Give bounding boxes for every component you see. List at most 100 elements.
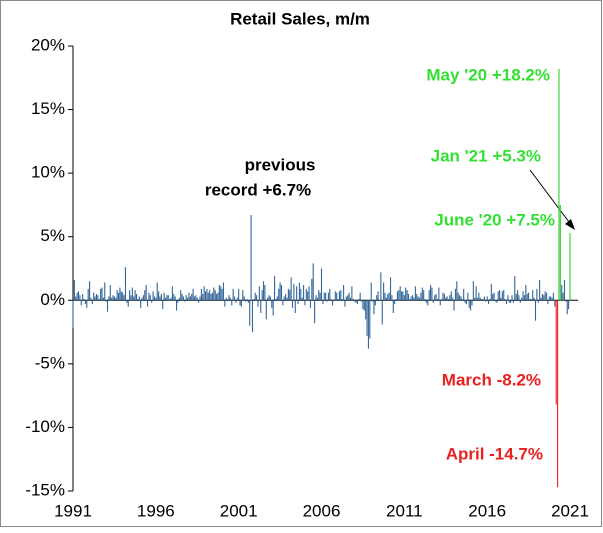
bar	[135, 293, 138, 301]
x-tick-label: 2016	[468, 501, 506, 520]
annotation: previous	[245, 155, 316, 174]
x-tick-label: 1996	[137, 501, 175, 520]
bar	[485, 300, 487, 302]
bar	[387, 293, 389, 301]
bar	[184, 300, 186, 302]
bar	[275, 299, 277, 301]
bar	[383, 282, 385, 301]
bar	[291, 300, 294, 308]
bar	[113, 296, 115, 301]
annotation: May '20 +18.2%	[426, 65, 550, 84]
bar	[308, 286, 310, 301]
bar	[323, 292, 325, 301]
annotation: April -14.7%	[446, 444, 543, 463]
bar	[412, 295, 414, 301]
bar	[129, 290, 131, 301]
bar	[251, 300, 254, 333]
bar	[421, 287, 423, 301]
bar	[547, 300, 549, 305]
bar	[289, 290, 291, 301]
bar	[144, 290, 146, 301]
bar	[493, 292, 495, 301]
bar	[337, 299, 339, 301]
bar	[249, 300, 251, 326]
bar	[405, 287, 407, 301]
bar	[318, 290, 320, 301]
bar	[145, 285, 147, 301]
bar	[106, 300, 109, 312]
y-tick-label: 20%	[31, 35, 65, 54]
bar	[406, 290, 408, 301]
arrow-line	[529, 169, 573, 227]
bar	[464, 300, 466, 303]
bar	[253, 299, 255, 301]
bar	[127, 300, 129, 307]
bar	[254, 292, 256, 301]
bar	[465, 300, 468, 305]
bar	[463, 288, 465, 301]
bar	[471, 300, 473, 306]
bar	[207, 292, 209, 301]
bar	[450, 291, 452, 301]
bar	[338, 291, 340, 301]
bar	[439, 300, 441, 306]
bar	[189, 296, 191, 301]
bar	[399, 286, 401, 301]
bar	[417, 296, 419, 301]
bar	[489, 299, 491, 301]
bar	[296, 286, 298, 301]
bar	[181, 293, 183, 301]
bar	[149, 295, 151, 301]
bar	[152, 291, 154, 301]
bar	[394, 300, 396, 305]
bar	[204, 291, 207, 301]
bar	[198, 300, 200, 303]
bar	[401, 291, 403, 301]
bar	[90, 297, 92, 301]
bar	[278, 288, 280, 301]
bar	[388, 292, 390, 301]
bar	[246, 299, 248, 301]
bar	[216, 293, 218, 301]
bar	[217, 292, 219, 301]
bar	[309, 300, 312, 308]
bar	[367, 300, 369, 349]
y-tick-label: 15%	[31, 99, 65, 118]
bar	[264, 285, 266, 301]
bar	[476, 297, 479, 301]
bar	[274, 276, 276, 301]
bar	[511, 295, 513, 301]
bar	[287, 288, 289, 301]
bar	[329, 288, 331, 301]
bar	[330, 299, 332, 301]
bar	[242, 290, 244, 301]
bar	[395, 299, 397, 301]
bar	[551, 297, 553, 301]
bar	[167, 295, 169, 301]
bar	[305, 288, 307, 301]
bar	[158, 291, 160, 301]
bar	[449, 295, 451, 301]
bar	[87, 288, 89, 301]
bar	[374, 300, 376, 306]
bar	[109, 285, 111, 301]
bar	[211, 292, 213, 301]
bar	[178, 297, 180, 301]
bar	[98, 299, 100, 301]
bar	[233, 296, 236, 301]
bar	[496, 300, 498, 303]
bar	[294, 300, 296, 313]
bar	[447, 299, 450, 301]
bar	[119, 287, 121, 301]
bar	[366, 300, 368, 336]
bar	[514, 276, 516, 301]
bar	[376, 295, 378, 301]
bar	[533, 297, 535, 301]
bar	[116, 290, 118, 301]
bar	[93, 292, 95, 301]
bar	[566, 300, 568, 315]
bar	[380, 272, 382, 301]
bar	[460, 296, 462, 301]
bar	[543, 295, 545, 301]
bar	[418, 297, 421, 301]
